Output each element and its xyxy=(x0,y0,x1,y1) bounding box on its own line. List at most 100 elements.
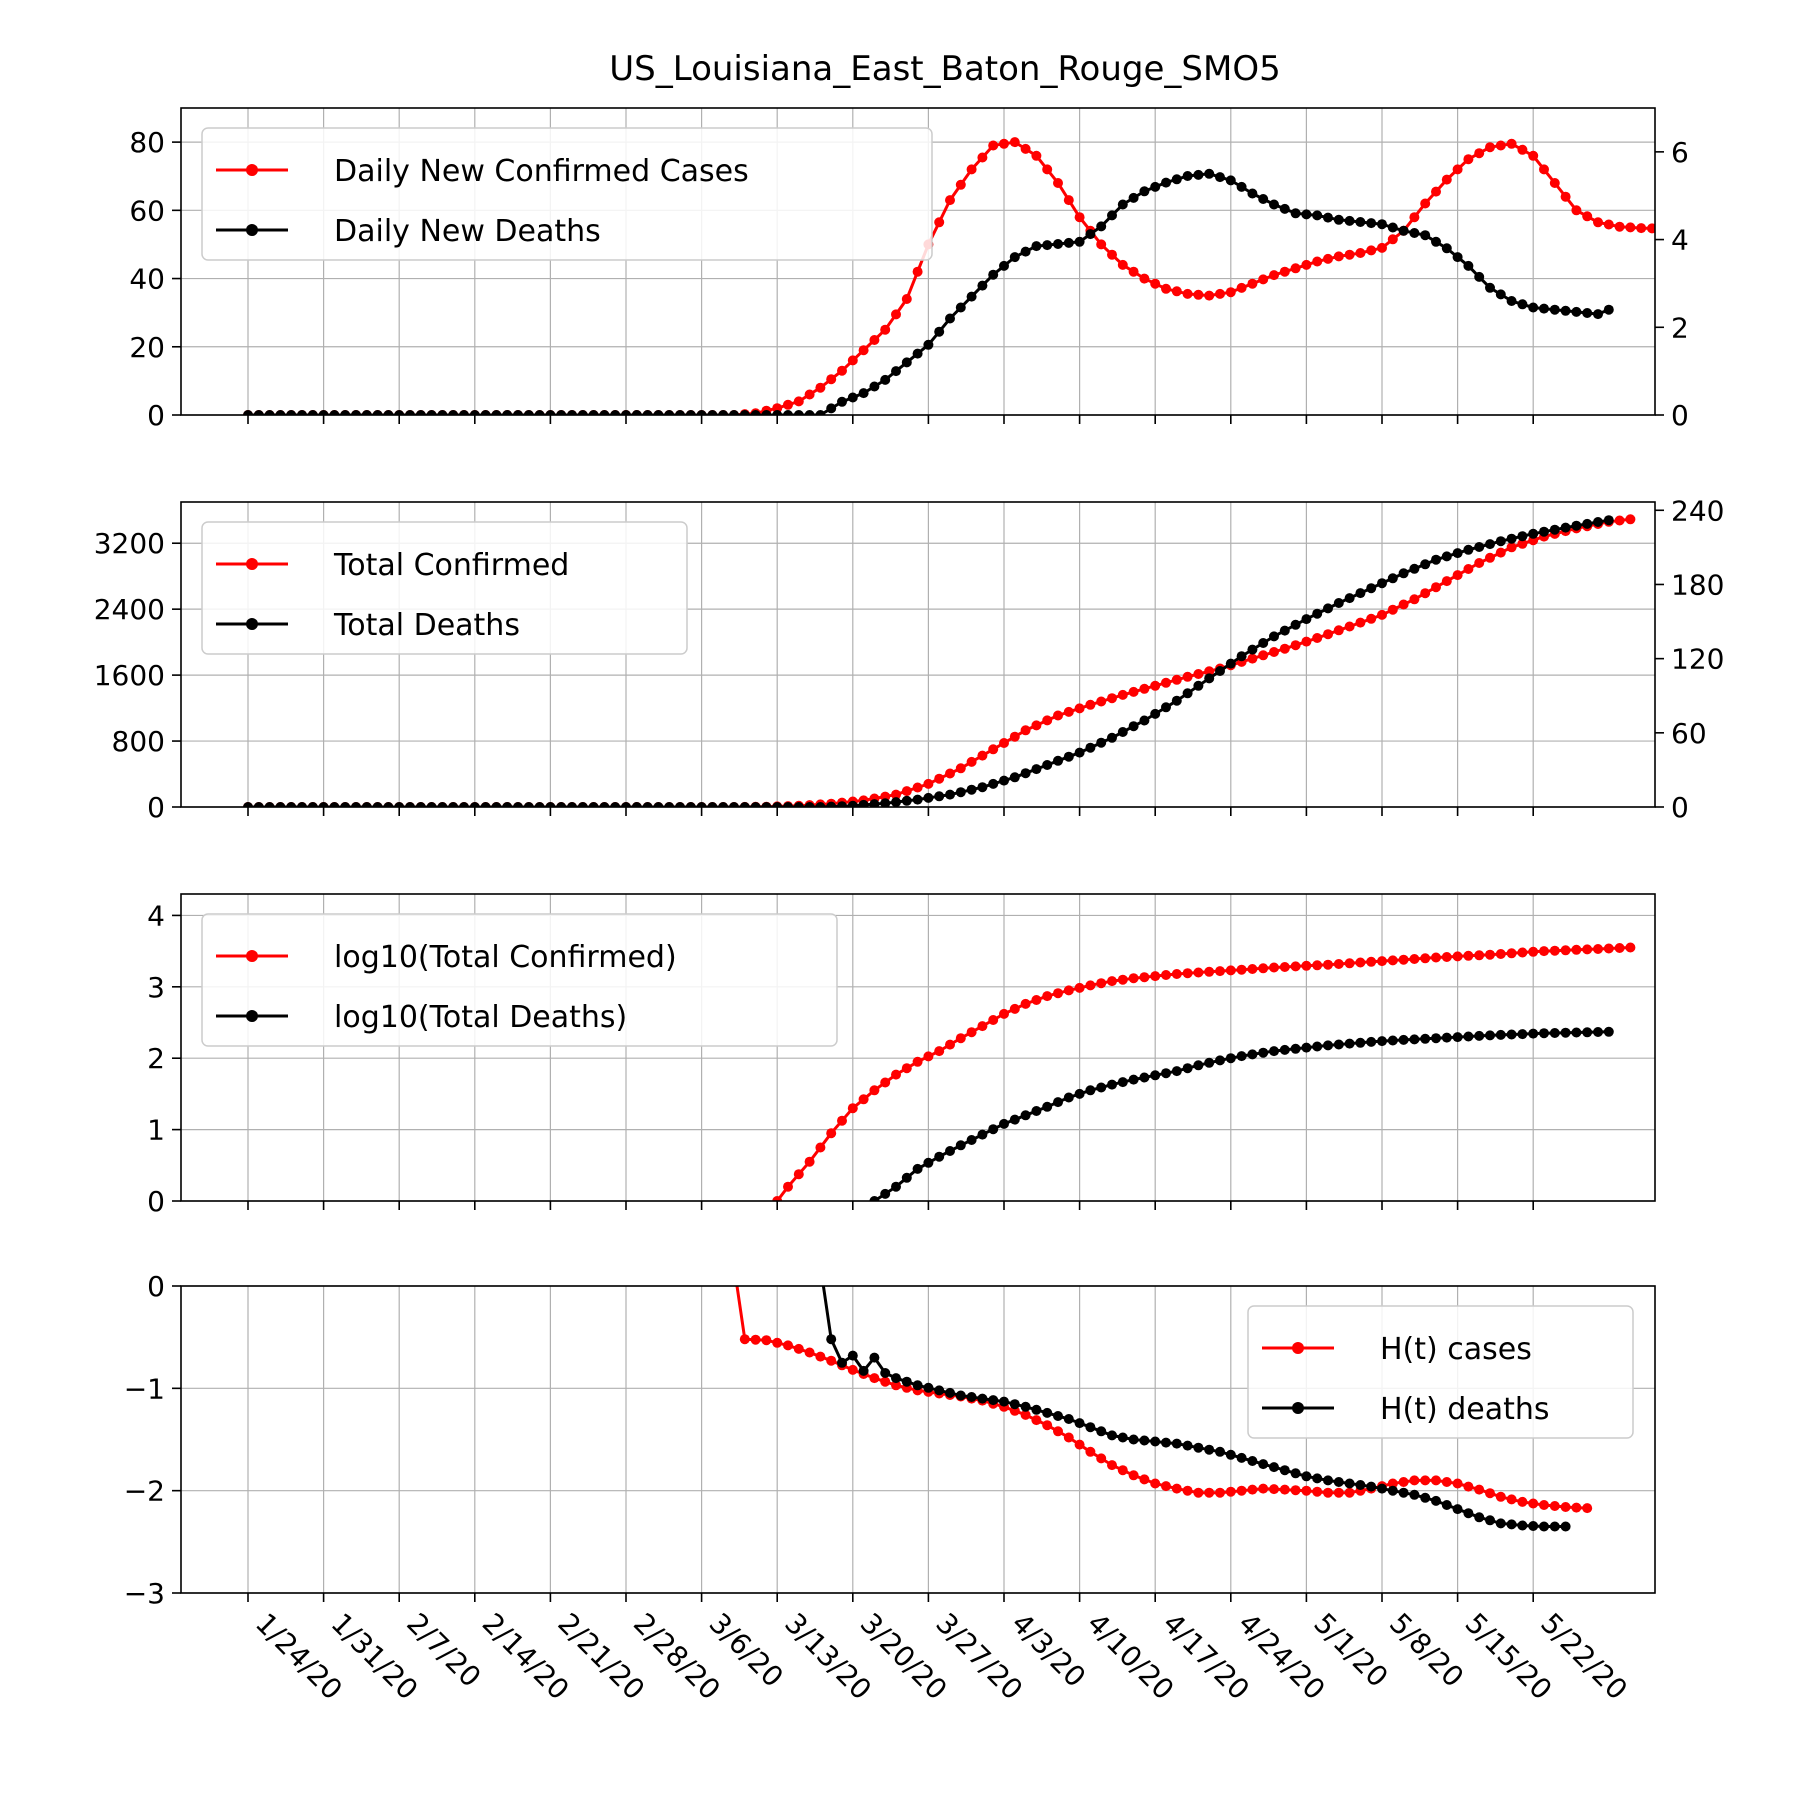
data-point xyxy=(891,1069,901,1080)
data-point xyxy=(1290,640,1301,651)
data-point xyxy=(707,410,718,415)
data-point xyxy=(1117,1077,1128,1088)
data-point xyxy=(1366,583,1377,594)
data-point xyxy=(1139,1072,1150,1083)
data-point xyxy=(826,1355,837,1366)
data-point xyxy=(880,324,891,335)
data-point xyxy=(988,269,999,280)
data-point xyxy=(901,1063,912,1074)
data-point xyxy=(1279,266,1290,277)
data-point xyxy=(988,1395,999,1406)
data-point xyxy=(1398,1477,1409,1487)
data-point xyxy=(923,339,934,350)
series-deaths xyxy=(869,1026,1614,1201)
data-point xyxy=(1031,995,1042,1005)
data-point xyxy=(1182,671,1193,682)
data-point xyxy=(1269,1046,1279,1057)
data-point xyxy=(1387,604,1398,615)
data-point xyxy=(1431,236,1441,247)
data-point xyxy=(1279,1465,1290,1476)
data-point xyxy=(934,326,945,337)
data-point xyxy=(1117,199,1128,210)
data-point xyxy=(1441,1500,1452,1510)
data-point xyxy=(1506,138,1517,149)
data-point xyxy=(1063,1432,1074,1443)
data-point xyxy=(1139,186,1150,197)
data-point xyxy=(696,410,707,415)
data-point xyxy=(1398,599,1409,610)
data-point xyxy=(1495,1029,1506,1040)
data-point xyxy=(1344,593,1355,604)
data-point xyxy=(1020,1401,1031,1412)
data-point xyxy=(642,802,653,807)
data-point xyxy=(1215,666,1225,676)
data-point xyxy=(1215,966,1225,977)
data-point xyxy=(1452,548,1463,559)
data-point xyxy=(1236,1051,1247,1062)
data-point xyxy=(891,789,901,800)
series-line xyxy=(821,1286,1566,1528)
legend-frame xyxy=(201,521,688,655)
data-point xyxy=(1204,290,1215,301)
data-point xyxy=(394,802,405,807)
data-point xyxy=(1377,219,1387,230)
data-point xyxy=(1225,287,1236,298)
data-point xyxy=(1593,1027,1603,1037)
data-point xyxy=(1009,1114,1020,1125)
y-tick-label-left: 4 xyxy=(147,899,165,932)
data-point xyxy=(1431,1495,1441,1506)
data-point xyxy=(1495,140,1506,151)
data-point xyxy=(945,768,955,779)
data-point xyxy=(707,802,718,807)
data-point xyxy=(869,381,880,392)
data-point xyxy=(1020,1409,1031,1420)
data-point xyxy=(955,1140,966,1151)
data-point xyxy=(1085,699,1096,710)
legend: Total Confirmed Total Deaths xyxy=(201,521,688,655)
data-point xyxy=(1171,674,1182,685)
data-point xyxy=(1539,1521,1549,1532)
data-point xyxy=(826,1334,837,1345)
data-point xyxy=(696,802,707,807)
legend-swatch-marker xyxy=(246,1010,258,1022)
data-point xyxy=(1031,1415,1042,1426)
data-point xyxy=(901,357,912,368)
data-point xyxy=(1269,631,1279,642)
y-tick-label-right: 240 xyxy=(1671,494,1724,527)
data-point xyxy=(847,1364,858,1375)
data-point xyxy=(1431,1033,1441,1044)
data-point xyxy=(988,778,999,789)
data-point xyxy=(1441,243,1452,254)
data-point xyxy=(1377,1036,1387,1047)
data-point xyxy=(275,802,286,807)
data-point xyxy=(383,410,394,415)
data-point xyxy=(1269,1484,1279,1495)
data-point xyxy=(1053,239,1063,249)
data-point xyxy=(1549,945,1560,956)
data-point xyxy=(1582,518,1593,529)
legend-swatch-marker xyxy=(246,950,258,962)
data-point xyxy=(1150,1478,1161,1489)
data-point xyxy=(1139,972,1150,983)
data-point xyxy=(1020,768,1031,779)
series-cases xyxy=(772,942,1636,1201)
data-point xyxy=(1355,217,1366,227)
data-point xyxy=(1150,708,1161,719)
data-point xyxy=(739,802,750,807)
data-point xyxy=(1236,181,1247,192)
y-tick-label-left: −1 xyxy=(124,1372,165,1405)
legend: H(t) cases H(t) deaths xyxy=(1247,1305,1634,1439)
data-point xyxy=(1009,137,1020,148)
legend-label: Total Confirmed xyxy=(333,548,569,583)
data-point xyxy=(1182,968,1193,979)
data-point xyxy=(469,410,480,415)
data-point xyxy=(1063,985,1074,996)
data-point xyxy=(1182,1440,1193,1451)
data-point xyxy=(1323,212,1333,223)
data-point xyxy=(567,802,577,807)
y-tick-label-right: 0 xyxy=(1671,399,1689,432)
data-point xyxy=(1031,764,1042,775)
data-point xyxy=(1053,710,1063,721)
data-point xyxy=(1269,1462,1279,1473)
data-point xyxy=(1366,245,1377,256)
